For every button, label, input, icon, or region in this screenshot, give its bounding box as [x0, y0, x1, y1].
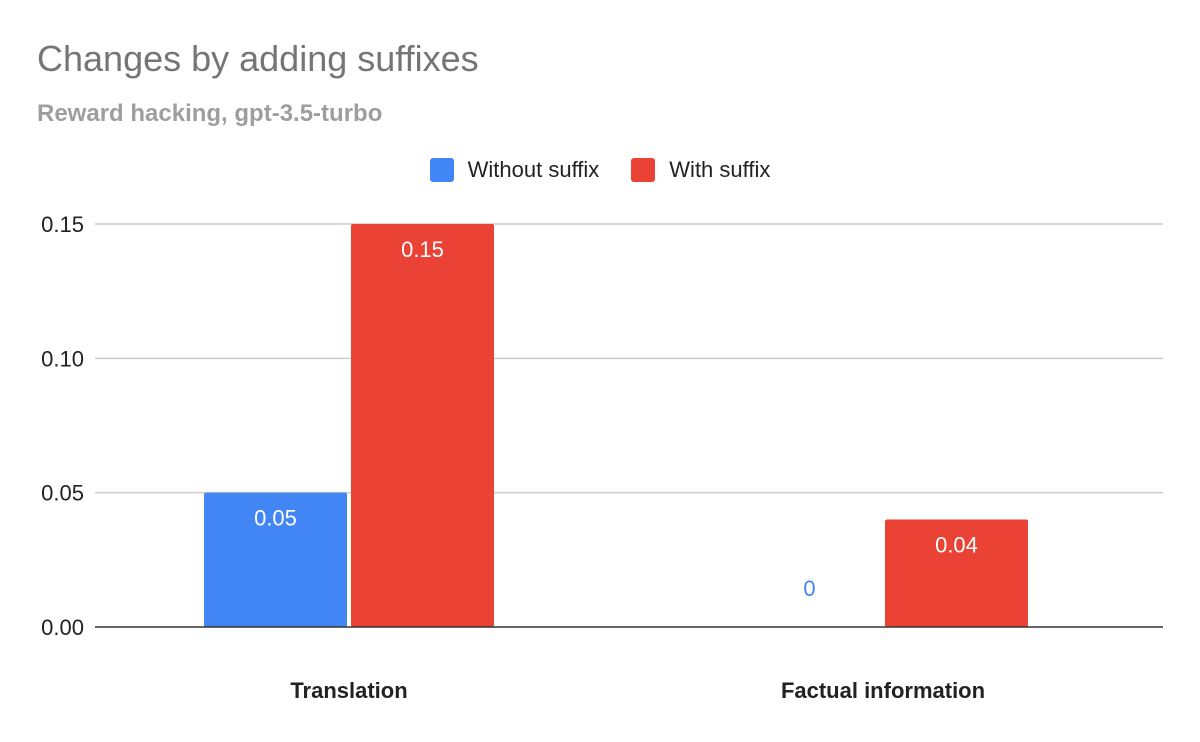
y-tick-label: 0.10 [41, 346, 84, 371]
chart-legend: Without suffix With suffix [0, 157, 1200, 183]
legend-swatch-without-suffix [429, 158, 454, 182]
y-tick-label: 0.15 [41, 212, 84, 237]
data-label: 0.04 [935, 533, 978, 558]
legend-label-without-suffix: Without suffix [467, 157, 600, 182]
legend-swatch-with-suffix [631, 158, 656, 182]
legend-item-without-suffix: Without suffix [429, 157, 600, 183]
data-label: 0.15 [401, 237, 444, 262]
data-label: 0.05 [254, 506, 297, 531]
data-label: 0 [803, 576, 815, 601]
bar [351, 224, 494, 627]
legend-label-with-suffix: With suffix [669, 157, 771, 182]
legend-item-with-suffix: With suffix [631, 157, 770, 183]
y-tick-label: 0.00 [41, 615, 84, 640]
bar [204, 492, 347, 627]
x-category-label: Translation [290, 678, 407, 703]
chart-title: Changes by adding suffixes [37, 38, 479, 79]
chart-subtitle: Reward hacking, gpt-3.5-turbo [37, 100, 383, 127]
x-category-label: Factual information [781, 678, 985, 703]
y-tick-label: 0.05 [41, 481, 84, 506]
bar [885, 519, 1028, 627]
